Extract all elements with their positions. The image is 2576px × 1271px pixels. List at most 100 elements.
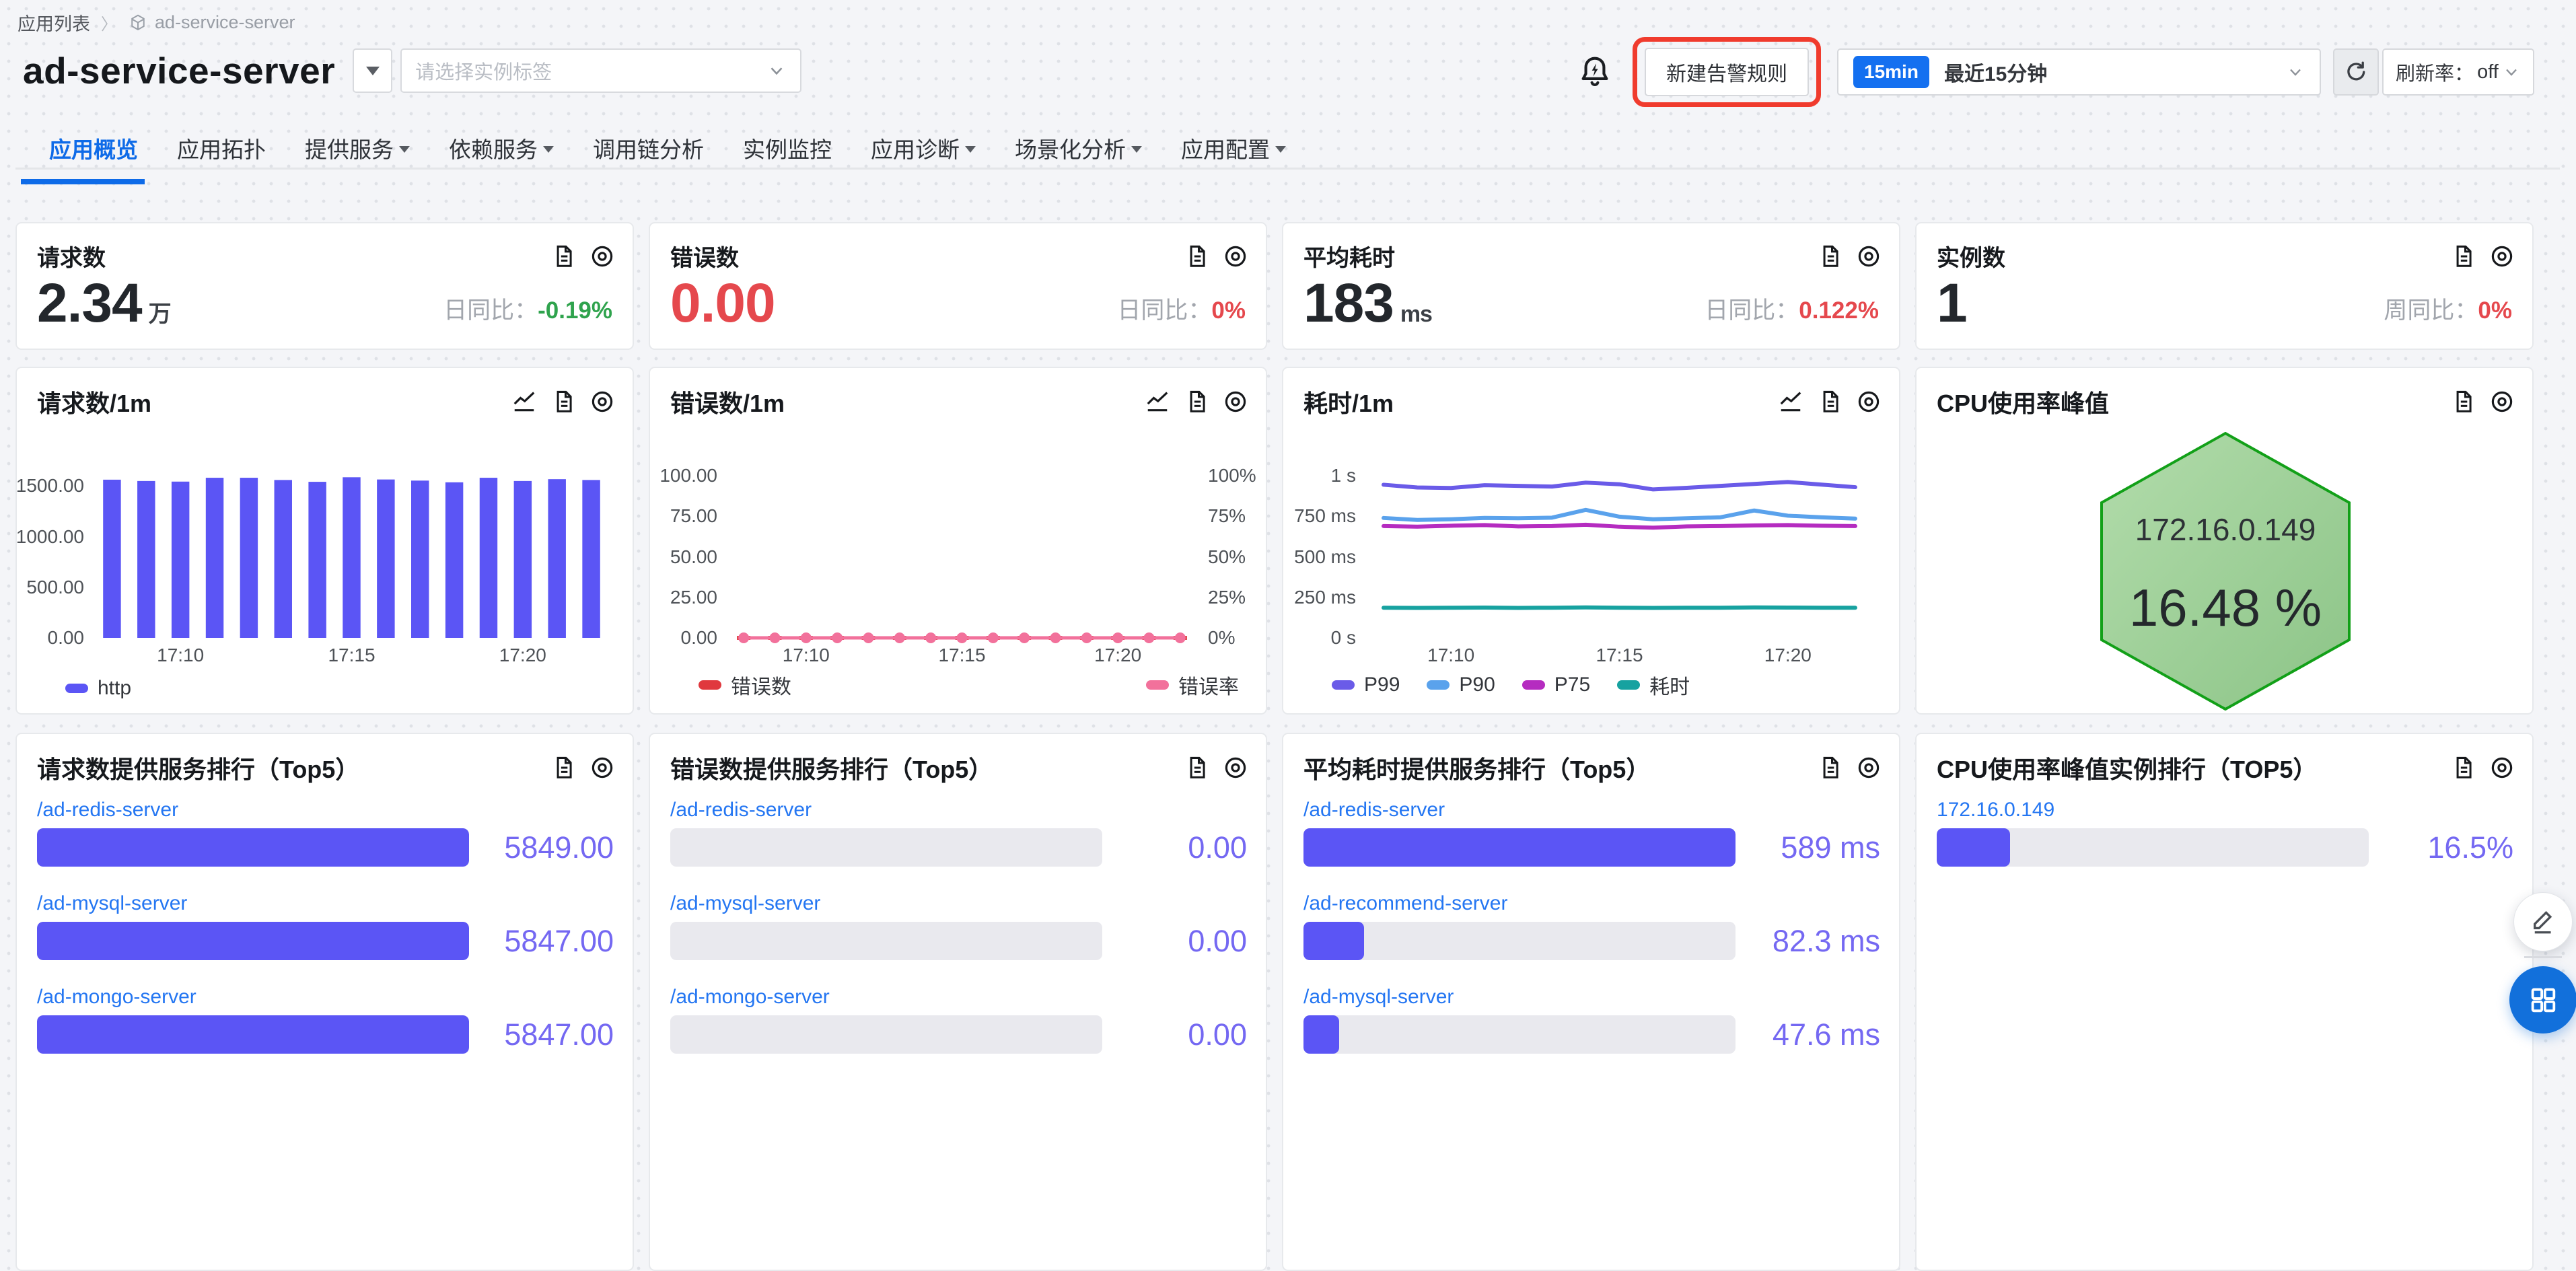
tab-5[interactable]: 调用链分析 [593, 132, 704, 184]
cpu-instance-hexagon[interactable]: 172.16.0.149 16.48 % [2100, 431, 2351, 711]
instance-tag-placeholder: 请选择实例标签 [415, 62, 552, 83]
document-icon[interactable] [550, 755, 576, 780]
chart-card-errors: 错误数/1m 0.00 25.00 50.00 75.00 100.00 0% 25% 50… [649, 367, 1267, 715]
bar-plot [95, 435, 608, 638]
trend-chart-icon[interactable] [511, 389, 537, 414]
ranking-item-link[interactable]: /ad-redis-server [37, 799, 179, 821]
x-axis: 17:10 17:15 17:20 [95, 645, 608, 669]
legend-label: 错误率 [1178, 676, 1239, 698]
ranking-item-link[interactable]: /ad-mongo-server [670, 986, 830, 1008]
document-icon[interactable] [1817, 244, 1842, 269]
eye-target-icon[interactable] [2489, 244, 2515, 269]
instance-tag-select[interactable]: 请选择实例标签 [400, 48, 802, 93]
apps-grid-fab-button[interactable] [2509, 966, 2576, 1033]
feedback-edit-fab-button[interactable] [2513, 892, 2573, 951]
chevron-down-icon [2286, 63, 2305, 81]
line-plot [728, 435, 1196, 643]
legend-item-error-rate[interactable]: 错误率 [1146, 670, 1239, 700]
breadcrumb-root-link[interactable]: 应用列表 [17, 14, 90, 34]
eye-target-icon[interactable] [1223, 755, 1248, 780]
legend-item-p90[interactable]: P90 [1427, 674, 1495, 696]
kpi-compare-value: 0.122% [1799, 297, 1879, 324]
ranking-item-value: 47.6 ms [1772, 1017, 1880, 1052]
document-icon[interactable] [2450, 244, 2476, 269]
tab-2[interactable]: 应用拓扑 [177, 132, 266, 184]
tab-7[interactable]: 应用诊断 [871, 132, 976, 184]
document-icon[interactable] [550, 244, 576, 269]
refresh-rate-select[interactable]: 刷新率： off [2382, 48, 2534, 96]
legend-label: P90 [1459, 674, 1495, 696]
kpi-value: 183 ms [1303, 276, 1433, 331]
y-tick-label: 100.00 [659, 465, 717, 486]
x-tick-label: 17:10 [157, 645, 205, 665]
x-tick-label: 17:15 [1596, 645, 1643, 665]
app-switch-dropdown-button[interactable] [353, 48, 393, 93]
eye-target-icon[interactable] [2489, 389, 2515, 414]
legend-item-http[interactable]: http [65, 677, 131, 700]
document-icon[interactable] [1817, 755, 1842, 780]
ranking-item-link[interactable]: /ad-redis-server [670, 799, 812, 821]
trend-chart-icon[interactable] [1145, 389, 1170, 414]
y-axis: 0 s 250 ms 500 ms 750 ms 1 s [1291, 435, 1356, 648]
y-tick-label: 25.00 [670, 586, 717, 608]
create-alarm-rule-button[interactable]: 新建告警规则 [1645, 48, 1809, 96]
eye-target-icon[interactable] [589, 244, 615, 269]
eye-target-icon[interactable] [1856, 389, 1882, 414]
eye-target-icon[interactable] [1223, 244, 1248, 269]
document-icon[interactable] [1184, 755, 1209, 780]
eye-target-icon[interactable] [589, 389, 615, 414]
tab-9[interactable]: 应用配置 [1181, 132, 1286, 184]
legend-item-avg[interactable]: 耗时 [1617, 670, 1690, 700]
ranking-item-link[interactable]: /ad-redis-server [1303, 799, 1445, 821]
ranking-bar-fill [37, 828, 469, 867]
eye-target-icon[interactable] [1856, 755, 1882, 780]
ranking-item-link[interactable]: /ad-mysql-server [1303, 986, 1454, 1008]
document-icon[interactable] [1184, 244, 1209, 269]
ranking-item-link[interactable]: /ad-recommend-server [1303, 892, 1508, 914]
tab-6[interactable]: 实例监控 [743, 132, 832, 184]
refresh-rate-label: 刷新率： [2396, 63, 2474, 85]
tab-4[interactable]: 依赖服务 [449, 132, 554, 184]
ranking-bar-fill [1303, 922, 1364, 960]
trend-chart-icon[interactable] [1778, 389, 1803, 414]
x-tick-label: 17:20 [499, 645, 546, 665]
x-tick-label: 17:10 [1427, 645, 1475, 665]
legend-item-p75[interactable]: P75 [1522, 674, 1590, 696]
ranking-item-link[interactable]: 172.16.0.149 [1937, 799, 2055, 821]
ranking-item-value: 5847.00 [504, 923, 614, 958]
refresh-button[interactable] [2333, 48, 2379, 96]
eye-target-icon[interactable] [1856, 244, 1882, 269]
kpi-value: 1 [1937, 276, 1974, 331]
x-tick-label: 17:15 [328, 645, 375, 665]
time-range-select[interactable]: 15min 最近15分钟 [1837, 48, 2321, 96]
fab-divider [2524, 956, 2562, 958]
document-icon[interactable] [550, 389, 576, 414]
ranking-item-value: 0.00 [1188, 923, 1247, 958]
ranking-item-link[interactable]: /ad-mysql-server [37, 892, 188, 914]
ranking-bar-track [1937, 828, 2369, 867]
chart-card-latency: 耗时/1m 0 s 250 ms 500 ms 750 ms 1 s 17:10 17:1… [1282, 367, 1900, 715]
ranking-item: /ad-mongo-server 0.00 [670, 986, 1247, 1054]
legend-item-error-count[interactable]: 错误数 [699, 670, 791, 700]
document-icon[interactable] [2450, 755, 2476, 780]
tab-label: 实例监控 [743, 137, 832, 162]
document-icon[interactable] [1817, 389, 1842, 414]
tab-8[interactable]: 场景化分析 [1015, 132, 1142, 184]
ranking-item-link[interactable]: /ad-mongo-server [37, 986, 196, 1008]
tab-3[interactable]: 提供服务 [305, 132, 410, 184]
eye-target-icon[interactable] [589, 755, 615, 780]
document-icon[interactable] [1184, 389, 1209, 414]
ranking-bar-track [37, 922, 469, 960]
alarm-bell-button[interactable] [1577, 55, 1612, 89]
kpi-compare-label: 周同比： [2384, 297, 2478, 324]
eye-target-icon[interactable] [1223, 389, 1248, 414]
document-icon[interactable] [2450, 389, 2476, 414]
time-range-badge: 15min [1853, 56, 1929, 88]
ranking-bar-track [670, 828, 1102, 867]
legend-item-p99[interactable]: P99 [1332, 674, 1400, 696]
eye-target-icon[interactable] [2489, 755, 2515, 780]
ranking-item-link[interactable]: /ad-mysql-server [670, 892, 821, 914]
tab-label: 应用配置 [1181, 137, 1270, 162]
tab-1[interactable]: 应用概览 [21, 132, 145, 184]
y-tick-label: 0.00 [680, 627, 718, 648]
